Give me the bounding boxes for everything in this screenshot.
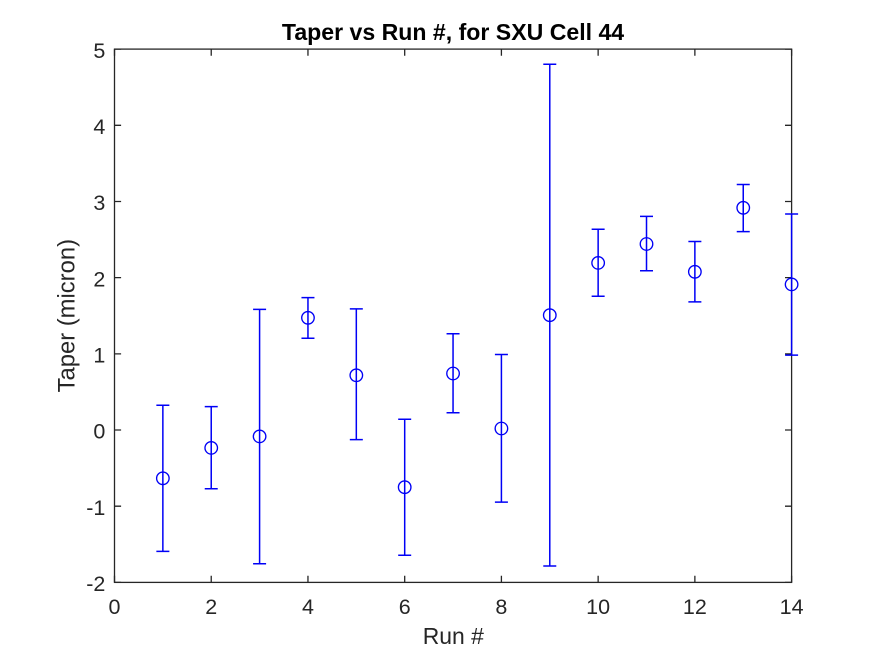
svg-text:Taper (micron): Taper (micron) <box>54 239 81 392</box>
svg-text:8: 8 <box>495 595 507 619</box>
svg-text:12: 12 <box>683 595 707 619</box>
svg-text:4: 4 <box>302 595 314 619</box>
svg-text:3: 3 <box>93 191 105 215</box>
svg-text:5: 5 <box>93 39 105 63</box>
svg-text:2: 2 <box>205 595 217 619</box>
svg-text:-1: -1 <box>86 496 105 520</box>
svg-text:14: 14 <box>780 595 804 619</box>
svg-text:6: 6 <box>399 595 411 619</box>
svg-text:1: 1 <box>93 344 105 368</box>
svg-text:Run #: Run # <box>423 623 484 649</box>
svg-text:Taper vs Run #, for SXU Cell 4: Taper vs Run #, for SXU Cell 44 <box>282 19 624 45</box>
svg-text:10: 10 <box>586 595 610 619</box>
svg-text:4: 4 <box>93 115 105 139</box>
svg-text:0: 0 <box>93 420 105 444</box>
svg-text:0: 0 <box>109 595 121 619</box>
svg-text:-2: -2 <box>86 572 105 596</box>
svg-text:2: 2 <box>93 267 105 291</box>
